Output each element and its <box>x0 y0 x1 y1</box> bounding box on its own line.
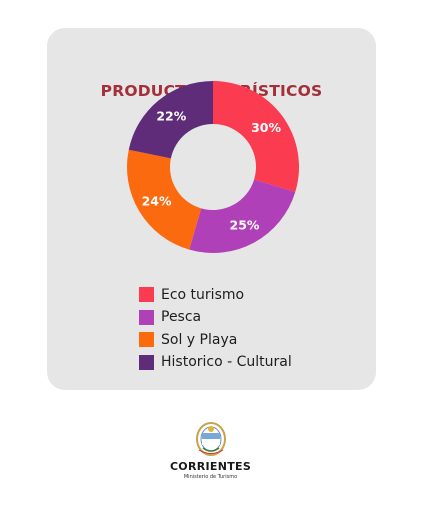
legend-item: Sol y Playa <box>139 329 292 350</box>
legend-label: Eco turismo <box>161 286 245 303</box>
legend-label: Historico - Cultural <box>161 354 292 370</box>
donut-slice <box>128 81 213 159</box>
slice-value-label: 22% <box>156 108 186 123</box>
legend-swatch <box>139 309 154 325</box>
donut-slice <box>213 81 299 193</box>
provincial-seal-icon <box>195 422 226 456</box>
donut-chart: 30% 25% 24% 22% <box>127 81 299 253</box>
legend-item: Historico - Cultural <box>139 352 292 373</box>
legend-item: Eco turismo <box>139 284 292 305</box>
slice-value-label: 25% <box>230 217 260 232</box>
org-name: CORRIENTES <box>169 460 252 473</box>
donut-slice <box>127 149 202 250</box>
chart-legend: Eco turismo Pesca Sol y Playa Historico - C… <box>139 284 292 374</box>
legend-item: Pesca <box>139 307 292 328</box>
legend-swatch <box>139 287 154 302</box>
donut-slice <box>189 179 296 253</box>
legend-label: Pesca <box>161 309 202 325</box>
legend-swatch <box>139 354 154 370</box>
org-subtitle: Ministerio de Turismo <box>183 474 238 480</box>
slice-value-label: 24% <box>142 194 172 209</box>
slice-value-label: 30% <box>251 120 281 135</box>
legend-label: Sol y Playa <box>161 331 238 348</box>
footer-logo: CORRIENTES Ministerio de Turismo <box>0 420 421 480</box>
chart-card: PRODUCTOS TURÍSTICOS 30% 25% 24% 22% Eco tu… <box>47 28 376 390</box>
legend-swatch <box>139 332 154 347</box>
